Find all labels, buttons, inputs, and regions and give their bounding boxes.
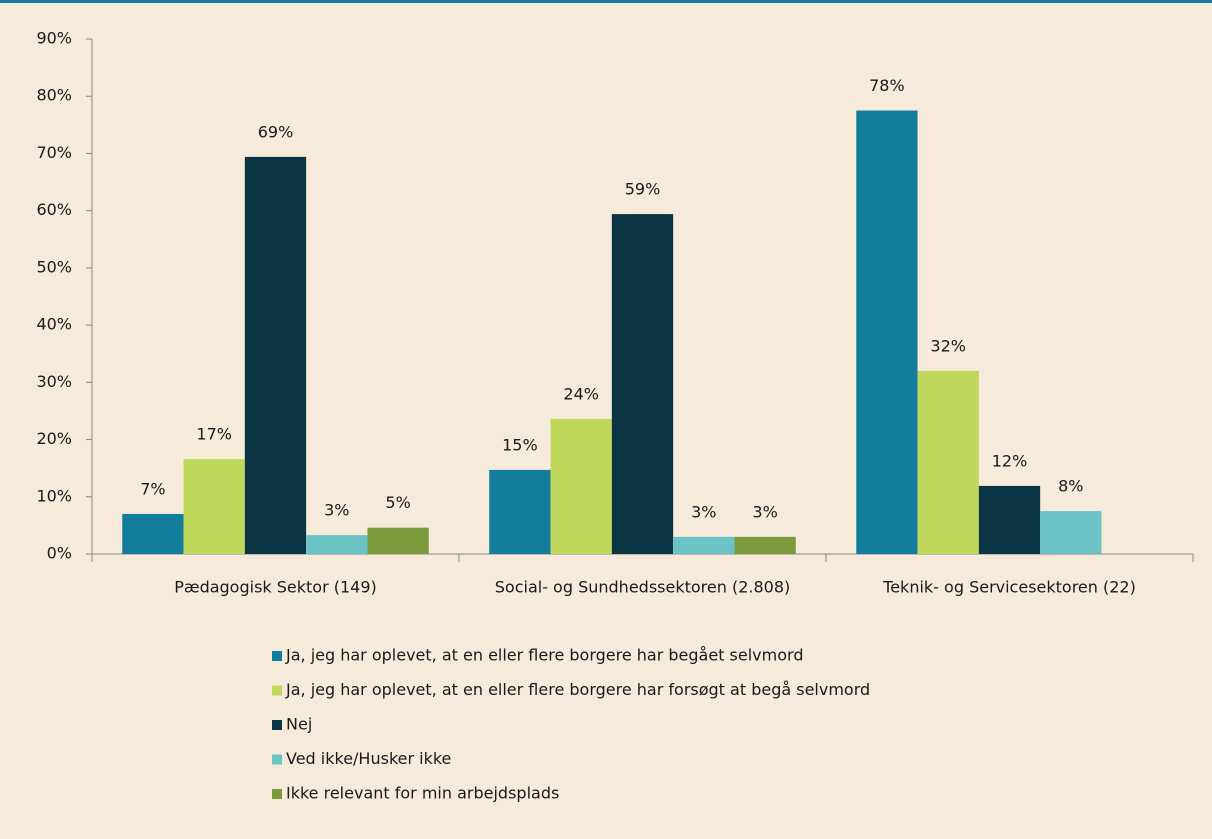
data-label: 5% [385,493,410,512]
y-tick-label: 20% [36,429,72,448]
bar [367,527,429,554]
top-border [0,0,1212,3]
bar [122,513,184,554]
legend-swatch [272,685,282,696]
y-tick-label: 70% [36,143,72,162]
data-label: 15% [502,435,538,454]
y-tick-label: 80% [36,86,72,105]
bar [489,469,551,554]
legend-label: Ved ikke/Husker ikke [286,749,451,768]
data-label: 3% [324,501,349,520]
legend-swatch [272,754,282,765]
x-tick-label: Social- og Sundhedssektoren (2.808) [495,578,791,597]
y-tick-label: 50% [36,257,72,276]
y-tick-label: 30% [36,372,72,391]
legend-label: Ja, jeg har oplevet, at en eller flere b… [285,680,870,699]
legend-swatch [272,789,282,799]
bar [611,214,674,554]
data-label: 3% [691,502,716,521]
y-tick-label: 0% [47,544,72,563]
data-label: 17% [196,425,232,444]
data-label: 24% [563,384,599,403]
y-tick-label: 60% [36,200,72,219]
legend-label: Nej [286,715,312,734]
bar [244,156,307,554]
data-label: 78% [869,76,905,95]
data-label: 59% [625,180,661,199]
x-tick-label: Teknik- og Servicesektoren (22) [882,578,1136,597]
data-label: 8% [1058,477,1083,496]
bar [550,418,612,554]
y-tick-label: 10% [36,486,72,505]
bar [978,485,1041,554]
bar [917,370,979,554]
x-tick-label: Pædagogisk Sektor (149) [174,578,377,597]
data-label: 12% [992,451,1028,470]
legend-label: Ja, jeg har oplevet, at en eller flere b… [285,646,803,665]
y-tick-label: 40% [36,315,72,334]
data-label: 69% [258,122,294,141]
data-label: 3% [752,502,777,521]
bar [673,536,735,554]
bar [183,459,245,554]
data-label: 7% [140,479,165,498]
legend-label: Ikke relevant for min arbejdsplads [286,784,559,803]
data-label: 32% [930,336,966,355]
legend-swatch [272,651,282,661]
y-tick-label: 90% [36,29,72,48]
bar [734,536,796,554]
legend-swatch [272,720,282,730]
bar [1040,511,1102,554]
bar [306,535,368,554]
bar [856,110,918,555]
